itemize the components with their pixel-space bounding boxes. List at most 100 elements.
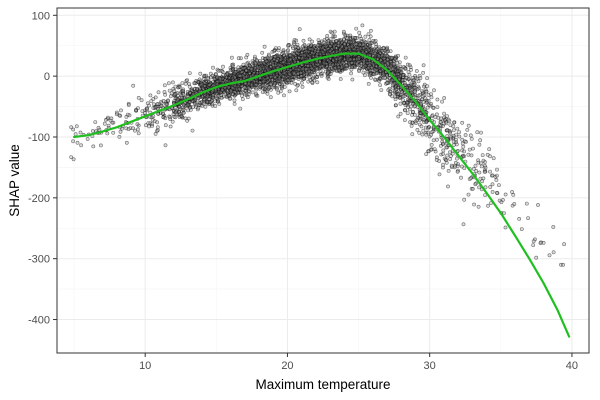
scatter-point [228, 96, 233, 101]
scatter-point [276, 90, 281, 95]
scatter-point [449, 163, 454, 168]
scatter-point [170, 119, 175, 124]
scatter-point [547, 253, 552, 258]
scatter-point [111, 120, 116, 125]
scatter-point [482, 169, 487, 174]
scatter-point [191, 105, 195, 110]
scatter-point [348, 57, 353, 62]
scatter-point [237, 87, 242, 91]
scatter-point [167, 88, 172, 93]
scatter-point [238, 73, 243, 78]
scatter-point [372, 72, 377, 77]
scatter-point [357, 30, 362, 35]
scatter-point [175, 97, 180, 102]
scatter-point [334, 39, 339, 43]
scatter-point [196, 106, 201, 110]
scatter-point [393, 57, 398, 61]
scatter-point [221, 73, 226, 77]
scatter-point [448, 131, 453, 136]
scatter-point [429, 92, 434, 97]
scatter-point [536, 203, 540, 207]
scatter-point [115, 110, 119, 115]
scatter-point [174, 110, 179, 115]
scatter-point [438, 120, 443, 124]
scatter-point [298, 71, 303, 76]
scatter-point [188, 105, 192, 110]
scatter-point [425, 84, 430, 89]
scatter-point [243, 89, 248, 93]
scatter-point [172, 88, 177, 93]
scatter-point [319, 74, 324, 78]
scatter-point [170, 80, 175, 85]
scatter-point [445, 153, 450, 158]
scatter-point [300, 53, 305, 58]
scatter-point [354, 26, 359, 31]
scatter-point [291, 52, 296, 56]
scatter-point [71, 127, 76, 132]
scatter-point [385, 73, 390, 78]
scatter-point [230, 86, 235, 91]
scatter-point [346, 54, 351, 59]
scatter-point [328, 62, 333, 67]
scatter-point [288, 57, 293, 62]
scatter-point [264, 59, 269, 64]
scatter-point [244, 55, 249, 60]
scatter-point [104, 118, 108, 122]
scatter-point [236, 90, 241, 95]
scatter-point [432, 147, 437, 152]
scatter-point [409, 90, 413, 95]
scatter-point [246, 85, 251, 90]
scatter-point [271, 63, 276, 68]
scatter-point [477, 185, 482, 190]
scatter-point [461, 144, 466, 149]
scatter-point [277, 76, 282, 81]
scatter-point [396, 91, 401, 96]
scatter-point [232, 98, 237, 103]
scatter-point [181, 102, 186, 107]
scatter-point [240, 97, 245, 102]
scatter-point [437, 172, 442, 177]
scatter-point [93, 120, 98, 125]
scatter-point [485, 152, 490, 157]
y-tick-label: -100 [28, 132, 50, 144]
scatter-point [475, 130, 480, 135]
scatter-point [442, 156, 447, 161]
scatter-point [179, 114, 184, 118]
scatter-point [448, 136, 453, 141]
scatter-point [391, 67, 396, 72]
scatter-point [368, 28, 373, 33]
scatter-point [413, 89, 417, 94]
scatter-point [347, 45, 352, 49]
scatter-point [73, 132, 78, 137]
scatter-point [297, 27, 302, 32]
scatter-point [185, 78, 190, 83]
scatter-point [416, 93, 421, 98]
scatter-point [423, 96, 428, 101]
scatter-point [478, 138, 483, 143]
scatter-point [323, 44, 328, 49]
scatter-point [302, 43, 307, 47]
scatter-point [71, 157, 76, 162]
scatter-point [119, 108, 123, 113]
scatter-point [163, 143, 168, 148]
scatter-point [335, 62, 340, 67]
scatter-point [202, 84, 207, 88]
scatter-point [451, 139, 456, 144]
scatter-point [258, 66, 263, 71]
scatter-point [75, 140, 80, 145]
scatter-point [393, 103, 398, 108]
scatter-point [386, 88, 391, 93]
scatter-point [299, 80, 304, 85]
scatter-point [135, 127, 140, 132]
scatter-point [147, 103, 151, 108]
scatter-point [155, 120, 160, 125]
scatter-point [273, 54, 278, 59]
scatter-point [391, 62, 396, 66]
scatter-point [329, 51, 334, 56]
scatter-point [102, 121, 107, 126]
scatter-point [131, 126, 136, 131]
scatter-point [131, 83, 136, 88]
scatter-point [232, 75, 237, 80]
scatter-point [258, 70, 263, 75]
scatter-point [524, 201, 529, 206]
